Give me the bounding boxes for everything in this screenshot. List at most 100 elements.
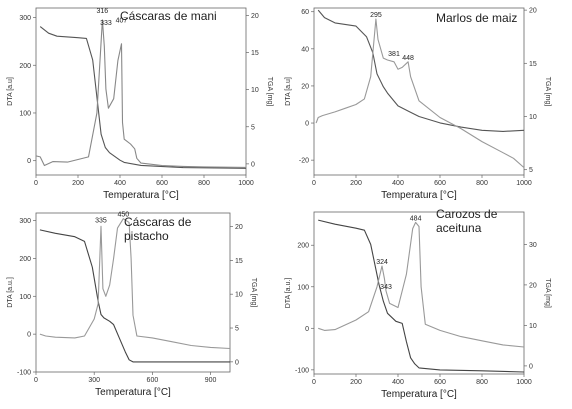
peak-label: 484 bbox=[410, 215, 422, 222]
x-tick-label: 0 bbox=[312, 180, 316, 187]
y-right-tick-label: 10 bbox=[235, 292, 243, 299]
x-tick-label: 200 bbox=[350, 180, 362, 187]
plot-frame bbox=[313, 7, 525, 176]
chart-title: Carozos de aceituna bbox=[436, 207, 498, 235]
chart-panel-3: 0 300 600 900-100010020030005101520Temperat… bbox=[7, 212, 257, 398]
peak-label: 324 bbox=[376, 259, 388, 266]
y-right-tick-label: 5 bbox=[251, 124, 255, 131]
x-tick-label: 400 bbox=[114, 180, 126, 187]
y-right-tick-label: 10 bbox=[251, 87, 259, 94]
y-right-tick-label: 15 bbox=[251, 50, 259, 57]
peak-label: 381 bbox=[388, 51, 400, 58]
series-tga-line bbox=[39, 26, 247, 169]
y-right-tick-label: 0 bbox=[251, 161, 255, 168]
y-left-tick-label: 300 bbox=[19, 15, 31, 22]
y-right-axis-label: TGA [mg] bbox=[544, 278, 551, 308]
x-tick-label: 900 bbox=[205, 377, 217, 384]
y-right-tick-label: 0 bbox=[529, 363, 533, 370]
y-left-tick-label: -100 bbox=[295, 367, 309, 374]
series-tga-line bbox=[317, 9, 525, 132]
chart-panel-2: 0 200 400 600 800 1000 -20 0 20 40 60 5 10 15 20 Temper… bbox=[285, 7, 551, 201]
y-left-tick-label: 0 bbox=[27, 158, 31, 165]
x-tick-label: 800 bbox=[476, 379, 488, 386]
y-right-tick-label: 10 bbox=[529, 323, 537, 330]
y-right-tick-label: 15 bbox=[529, 61, 537, 68]
y-left-tick-label: 0 bbox=[305, 326, 309, 333]
chart-title: Marlos de maiz bbox=[436, 11, 517, 25]
peak-label: 343 bbox=[380, 284, 392, 291]
x-tick-label: 0 bbox=[34, 180, 38, 187]
plot-frame bbox=[313, 211, 525, 375]
y-left-tick-label: -20 bbox=[299, 158, 309, 165]
y-left-tick-label: 200 bbox=[19, 63, 31, 70]
peak-label: 316 bbox=[97, 8, 109, 15]
x-tick-label: 400 bbox=[392, 379, 404, 386]
x-axis-label: Temperatura [°C] bbox=[103, 190, 179, 201]
x-tick-label: 800 bbox=[198, 180, 210, 187]
y-right-tick-label: 10 bbox=[529, 114, 537, 121]
y-left-tick-label: 200 bbox=[19, 256, 31, 263]
x-tick-label: 1000 bbox=[238, 180, 254, 187]
chart-panel-4: 0 200 400 600 800 1000-10001002000102030Tempe… bbox=[285, 207, 551, 400]
x-tick-label: 0 bbox=[34, 377, 38, 384]
y-left-tick-label: 300 bbox=[19, 218, 31, 225]
series-dta-line bbox=[39, 218, 231, 350]
series-dta-line bbox=[315, 18, 525, 169]
x-tick-label: 200 bbox=[72, 180, 84, 187]
y-right-tick-label: 20 bbox=[235, 224, 243, 231]
x-axis-label: Temperatura [°C] bbox=[95, 387, 171, 398]
peak-label: 450 bbox=[117, 212, 129, 219]
x-tick-label: 200 bbox=[350, 379, 362, 386]
x-tick-label: 400 bbox=[392, 180, 404, 187]
x-tick-label: 0 bbox=[312, 379, 316, 386]
y-left-axis-label: DTA [a.u] bbox=[285, 77, 292, 106]
x-tick-label: 800 bbox=[476, 180, 488, 187]
series-tga-line bbox=[39, 229, 230, 363]
y-left-tick-label: 100 bbox=[297, 284, 309, 291]
x-tick-label: 600 bbox=[434, 379, 446, 386]
chart-title: Cáscaras de mani bbox=[120, 9, 217, 23]
peak-label: 335 bbox=[95, 217, 107, 224]
y-left-tick-label: -100 bbox=[17, 370, 31, 377]
y-right-tick-label: 20 bbox=[251, 13, 259, 20]
series-tga-line bbox=[318, 219, 525, 373]
y-right-tick-label: 0 bbox=[235, 359, 239, 366]
y-left-tick-label: 40 bbox=[301, 46, 309, 53]
y-left-tick-label: 0 bbox=[305, 121, 309, 128]
peak-label: 295 bbox=[370, 12, 382, 19]
y-right-tick-label: 20 bbox=[529, 282, 537, 289]
x-tick-label: 600 bbox=[434, 180, 446, 187]
y-right-axis-label: TGA [mg] bbox=[544, 77, 551, 107]
chart-panel-1: 0 200 400 600 800 1000 0 100 200 300 0 5 10 15 20 Tempe… bbox=[7, 7, 273, 201]
y-left-axis-label: DTA [a.u] bbox=[7, 77, 14, 106]
y-left-axis-label: DTA [a.u.] bbox=[285, 278, 292, 309]
x-axis-label: Temperatura [°C] bbox=[381, 190, 457, 201]
y-right-tick-label: 5 bbox=[235, 326, 239, 333]
series-dta-line bbox=[35, 19, 247, 168]
peak-label: 407 bbox=[116, 18, 128, 25]
y-left-tick-label: 0 bbox=[27, 332, 31, 339]
peak-label: 333 bbox=[100, 20, 112, 27]
plot-frame bbox=[35, 212, 231, 373]
y-right-axis-label: TGA [mg] bbox=[266, 77, 273, 107]
peak-label: 448 bbox=[402, 55, 414, 62]
series-dta-line bbox=[318, 221, 525, 348]
y-left-tick-label: 200 bbox=[297, 243, 309, 250]
y-right-tick-label: 5 bbox=[529, 167, 533, 174]
y-right-axis-label: TGA [mg] bbox=[250, 278, 257, 308]
x-tick-label: 600 bbox=[147, 377, 159, 384]
x-tick-label: 300 bbox=[88, 377, 100, 384]
x-tick-label: 1000 bbox=[516, 180, 532, 187]
chart-title: Cáscaras de pistacho bbox=[124, 215, 192, 243]
y-right-tick-label: 30 bbox=[529, 242, 537, 249]
y-right-tick-label: 15 bbox=[235, 258, 243, 265]
y-left-axis-label: DTA [a.u.] bbox=[7, 277, 14, 308]
y-left-tick-label: 100 bbox=[19, 294, 31, 301]
y-left-tick-label: 60 bbox=[301, 9, 309, 16]
x-tick-label: 600 bbox=[156, 180, 168, 187]
plot-frame bbox=[35, 7, 247, 176]
y-right-tick-label: 20 bbox=[529, 8, 537, 15]
x-axis-label: Temperatura [°C] bbox=[381, 389, 457, 400]
y-left-tick-label: 100 bbox=[19, 110, 31, 117]
y-left-tick-label: 20 bbox=[301, 83, 309, 90]
